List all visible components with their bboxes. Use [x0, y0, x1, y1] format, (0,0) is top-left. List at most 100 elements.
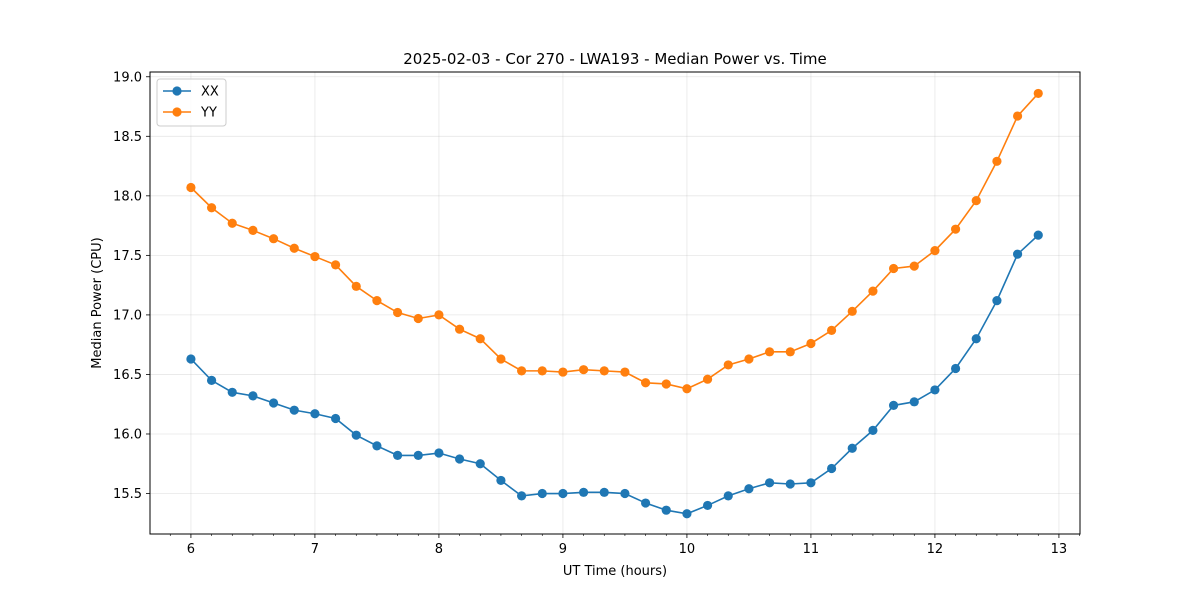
data-point-yy [413, 313, 423, 324]
data-point-yy [971, 195, 981, 206]
data-point-yy [744, 354, 754, 364]
y-tick-label: 18.0 [113, 189, 142, 204]
data-point-yy [599, 366, 609, 376]
legend-label-yy: YY [200, 106, 217, 121]
grid [150, 72, 1080, 534]
legend-item-yy: YY [163, 106, 217, 121]
data-point-yy [227, 218, 237, 228]
data-point-yy [372, 296, 382, 306]
data-point-yy [516, 366, 527, 376]
data-point-xx [578, 487, 589, 497]
x-tick-label: 9 [559, 542, 567, 557]
data-point-xx [640, 498, 651, 508]
y-tick-label: 16.5 [113, 368, 142, 383]
x-tick-label: 6 [187, 542, 195, 557]
data-point-xx [186, 354, 196, 364]
data-point-yy [909, 261, 919, 271]
data-point-yy [847, 306, 857, 316]
data-point-yy [206, 203, 217, 213]
data-point-xx [930, 385, 940, 395]
legend-label-xx: XX [201, 85, 219, 100]
data-point-xx [785, 479, 795, 489]
data-point-yy [826, 325, 837, 335]
y-axis-label: Median Power (CPU) [90, 237, 105, 368]
data-point-xx [310, 409, 320, 419]
legend-marker-xx [172, 86, 182, 96]
data-point-xx [289, 405, 299, 415]
data-point-xx [1012, 249, 1023, 259]
data-point-xx [454, 454, 465, 464]
data-point-xx [764, 478, 775, 488]
data-point-xx [806, 478, 816, 488]
data-point-yy [702, 374, 713, 384]
y-tick-label: 15.5 [113, 487, 142, 502]
data-point-yy [868, 286, 878, 296]
data-point-xx [744, 484, 754, 494]
data-point-xx [392, 450, 403, 461]
data-point-xx [847, 443, 857, 453]
data-point-xx [413, 450, 423, 461]
data-point-yy [330, 260, 341, 270]
data-point-xx [558, 488, 568, 499]
data-point-xx [372, 441, 382, 451]
data-point-xx [268, 398, 279, 408]
x-tick-label: 13 [1051, 542, 1068, 557]
y-tick-label: 17.5 [113, 249, 142, 264]
data-point-xx [206, 375, 217, 385]
data-point-yy [992, 156, 1002, 166]
data-point-yy [930, 246, 940, 256]
data-point-yy [806, 338, 816, 349]
data-point-xx [1033, 230, 1043, 240]
data-point-yy [558, 367, 568, 377]
data-point-xx [227, 387, 237, 397]
data-point-xx [888, 400, 899, 411]
data-point-xx [868, 425, 878, 436]
data-point-yy [950, 224, 961, 234]
data-point-xx [661, 505, 671, 515]
data-point-yy [268, 234, 279, 244]
series-layer [186, 88, 1043, 519]
data-point-yy [723, 360, 733, 370]
data-point-yy [661, 379, 671, 389]
x-tick-label: 8 [435, 542, 443, 557]
data-point-yy [496, 354, 506, 364]
data-point-xx [330, 413, 341, 424]
data-point-yy [289, 243, 299, 253]
data-point-xx [496, 475, 506, 486]
data-point-xx [248, 391, 258, 401]
data-point-yy [537, 366, 547, 376]
data-point-yy [434, 310, 444, 320]
data-point-xx [475, 459, 485, 469]
data-point-xx [537, 488, 547, 499]
data-point-yy [351, 281, 361, 291]
data-point-yy [578, 365, 589, 375]
data-point-yy [620, 367, 630, 377]
series-xx [186, 230, 1043, 519]
data-point-xx [516, 491, 527, 501]
data-point-yy [1012, 111, 1023, 121]
chart-title: 2025-02-03 - Cor 270 - LWA193 - Median P… [403, 50, 827, 68]
plot-frame [149, 71, 1081, 535]
data-point-yy [682, 384, 692, 394]
data-point-xx [909, 397, 919, 407]
data-point-xx [723, 491, 733, 501]
x-axis-label: UT Time (hours) [563, 564, 667, 579]
data-point-yy [392, 307, 403, 318]
data-point-yy [310, 251, 320, 262]
y-tick-label: 17.0 [113, 308, 142, 323]
y-tick-label: 18.5 [113, 130, 142, 145]
x-tick-label: 12 [927, 542, 944, 557]
y-tick-label: 16.0 [113, 427, 142, 442]
data-point-xx [351, 430, 361, 440]
data-point-yy [785, 347, 795, 357]
x-tick-label: 11 [803, 542, 820, 557]
legend: XX YY [156, 78, 227, 127]
data-point-xx [702, 500, 713, 511]
data-point-xx [620, 488, 630, 499]
data-point-xx [950, 363, 961, 374]
data-point-xx [992, 296, 1002, 306]
series-line-yy [190, 92, 1039, 390]
legend-item-xx: XX [163, 85, 219, 100]
data-point-xx [434, 448, 444, 458]
